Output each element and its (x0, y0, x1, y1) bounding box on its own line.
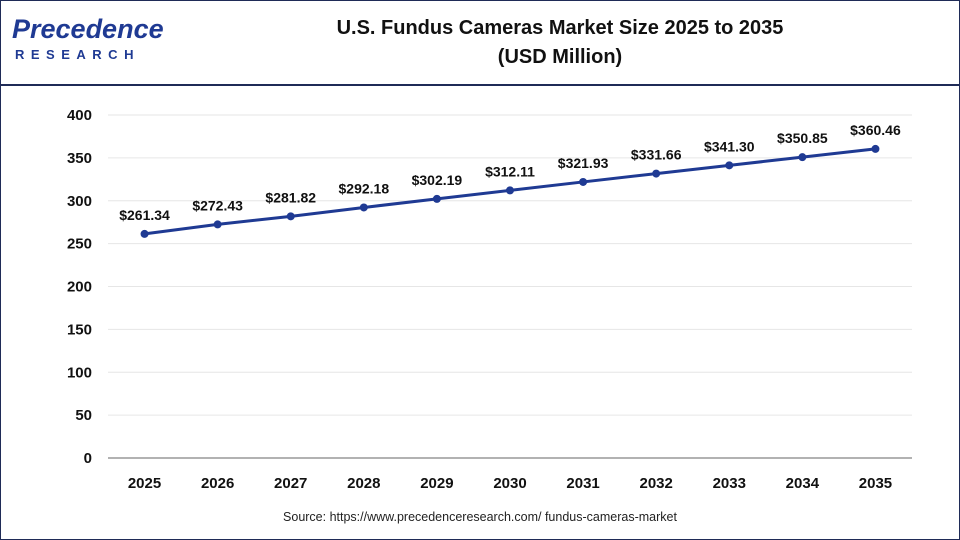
y-tick-label: 150 (67, 321, 92, 338)
data-label: $261.34 (119, 207, 170, 223)
logo-wordmark: Precedence (12, 14, 164, 44)
chart-title: U.S. Fundus Cameras Market Size 2025 to … (300, 14, 820, 72)
logo-subtitle: RESEARCH (15, 47, 140, 62)
y-tick-label: 350 (67, 150, 92, 167)
data-label: $292.18 (339, 180, 390, 196)
chart-title-line-2: (USD Million) (497, 46, 623, 68)
data-point (286, 212, 295, 221)
x-tick-label: 2028 (347, 475, 380, 492)
data-label: $331.66 (631, 147, 682, 163)
y-tick-label: 300 (67, 193, 92, 210)
y-tick-label: 200 (67, 279, 92, 296)
chart-title-line-1: U.S. Fundus Cameras Market Size 2025 to … (336, 17, 784, 39)
x-axis-ticks: 2025 2026 2027 2028 2029 2030 2031 2032 2033 2034… (128, 475, 892, 492)
data-label: $302.19 (412, 172, 463, 188)
data-label: $360.46 (850, 122, 901, 138)
x-tick-label: 2030 (493, 475, 526, 492)
data-label: $350.85 (777, 130, 828, 146)
x-tick-label: 2025 (128, 475, 161, 492)
source-note: Source: https://www.precedenceresearch.c… (283, 510, 677, 524)
x-tick-label: 2027 (274, 475, 307, 492)
data-label: $272.43 (192, 197, 243, 213)
x-tick-label: 2034 (786, 475, 820, 492)
data-point (652, 169, 661, 178)
x-tick-label: 2033 (713, 475, 746, 492)
data-label: $321.93 (558, 155, 609, 171)
data-point (871, 144, 880, 153)
x-tick-label: 2035 (859, 475, 892, 492)
gridlines (108, 114, 912, 416)
y-tick-label: 250 (67, 236, 92, 253)
y-tick-label: 400 (67, 107, 92, 124)
data-label: $281.82 (265, 189, 316, 205)
x-tick-label: 2032 (639, 475, 672, 492)
data-point (579, 177, 588, 186)
y-axis-ticks: 0 50 100 150 200 250 300 350 400 (67, 107, 92, 467)
x-tick-label: 2031 (566, 475, 599, 492)
data-point (432, 194, 441, 203)
data-label: $312.11 (485, 163, 535, 179)
data-labels: $261.34 $272.43 $281.82 $292.18 $302.19 $312.… (119, 122, 901, 223)
data-points (140, 144, 880, 238)
x-tick-label: 2029 (420, 475, 453, 492)
data-point (725, 161, 734, 170)
y-tick-label: 100 (67, 364, 92, 381)
x-tick-label: 2026 (201, 475, 234, 492)
data-point (140, 229, 149, 238)
data-point (359, 203, 368, 212)
data-point (213, 220, 222, 229)
data-point (798, 153, 807, 162)
header: Precedence RESEARCH U.S. Fundus Cameras … (0, 0, 960, 86)
data-label: $341.30 (704, 138, 755, 154)
y-tick-label: 0 (84, 450, 92, 467)
logo: Precedence RESEARCH (12, 14, 164, 64)
data-point (506, 186, 514, 195)
y-tick-label: 50 (75, 407, 92, 424)
